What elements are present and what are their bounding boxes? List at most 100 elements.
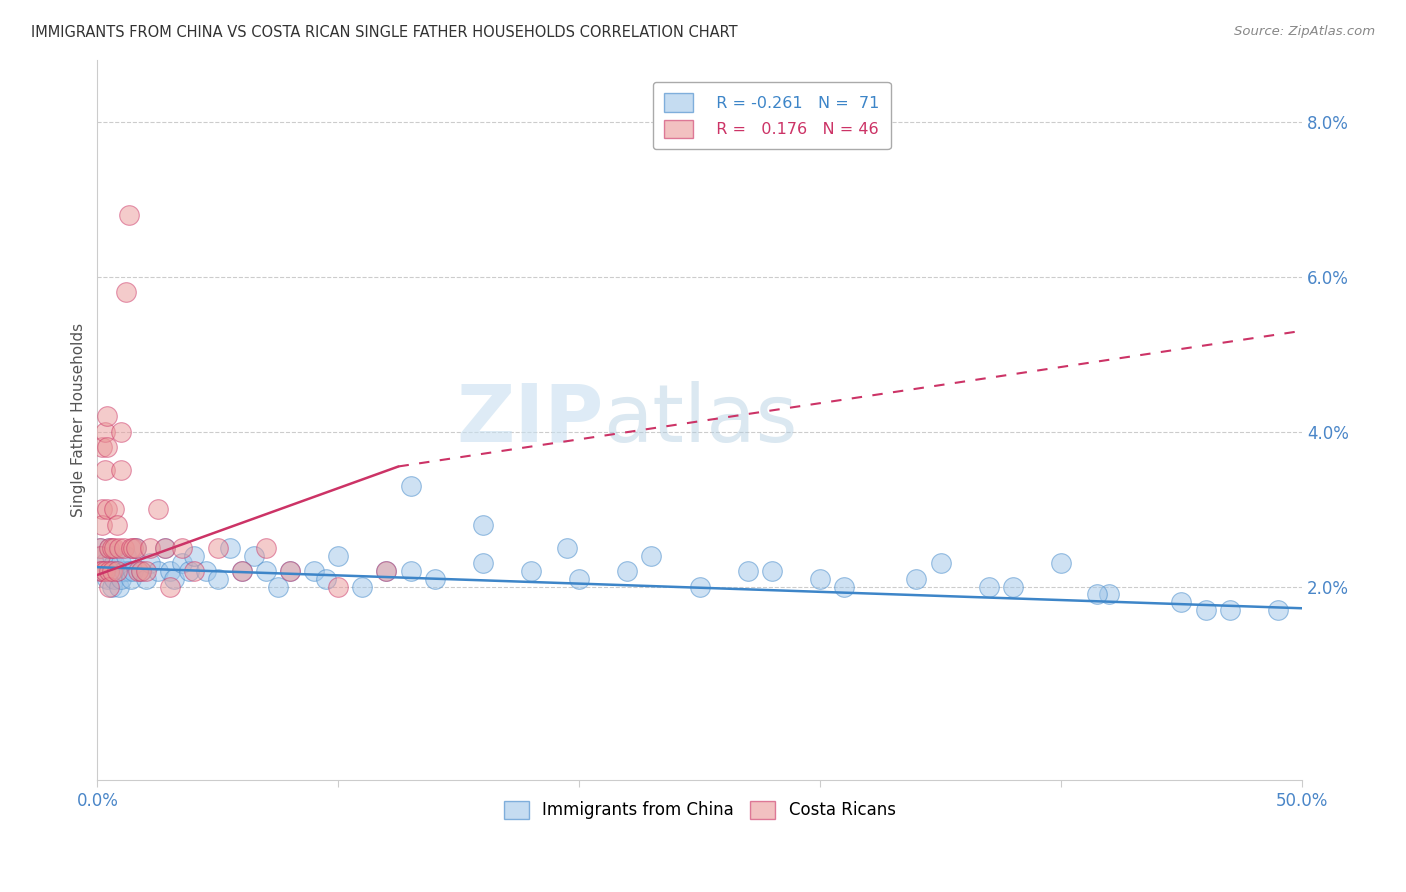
Point xyxy=(98,580,121,594)
Point xyxy=(218,541,240,555)
Point xyxy=(101,541,124,555)
Point xyxy=(89,549,111,563)
Legend: Immigrants from China, Costa Ricans: Immigrants from China, Costa Ricans xyxy=(496,794,903,826)
Point xyxy=(146,564,169,578)
Point xyxy=(640,549,662,563)
Point xyxy=(115,285,138,299)
Point xyxy=(120,541,142,555)
Point xyxy=(352,580,374,594)
Point xyxy=(159,564,181,578)
Point xyxy=(105,564,128,578)
Point xyxy=(98,541,121,555)
Point xyxy=(568,572,591,586)
Point xyxy=(231,564,253,578)
Point xyxy=(101,580,124,594)
Point xyxy=(103,572,125,586)
Point xyxy=(254,564,277,578)
Point xyxy=(153,541,176,555)
Point xyxy=(1001,580,1024,594)
Point xyxy=(118,208,141,222)
Point xyxy=(1085,587,1108,601)
Point xyxy=(139,557,162,571)
Point xyxy=(93,564,115,578)
Point xyxy=(105,564,128,578)
Y-axis label: Single Father Households: Single Father Households xyxy=(72,323,86,517)
Point xyxy=(929,557,952,571)
Point xyxy=(905,572,928,586)
Point xyxy=(375,564,398,578)
Point xyxy=(183,549,205,563)
Point xyxy=(108,580,131,594)
Point xyxy=(163,572,186,586)
Point xyxy=(108,541,131,555)
Point xyxy=(183,564,205,578)
Point xyxy=(194,564,217,578)
Point xyxy=(96,440,118,454)
Point xyxy=(302,564,325,578)
Point xyxy=(207,572,229,586)
Point xyxy=(127,564,149,578)
Point xyxy=(103,557,125,571)
Point xyxy=(98,564,121,578)
Point xyxy=(103,502,125,516)
Point xyxy=(207,541,229,555)
Point xyxy=(118,564,141,578)
Point xyxy=(101,564,124,578)
Point xyxy=(520,564,543,578)
Point xyxy=(1267,603,1289,617)
Point xyxy=(616,564,638,578)
Point xyxy=(110,425,132,439)
Point xyxy=(89,541,111,555)
Point xyxy=(112,564,135,578)
Point xyxy=(89,564,111,578)
Point xyxy=(91,549,114,563)
Point xyxy=(112,541,135,555)
Point xyxy=(91,502,114,516)
Point xyxy=(977,580,1000,594)
Point xyxy=(91,564,114,578)
Point xyxy=(93,564,115,578)
Point xyxy=(91,440,114,454)
Point xyxy=(1219,603,1241,617)
Point xyxy=(315,572,337,586)
Point xyxy=(135,572,157,586)
Point xyxy=(96,502,118,516)
Point xyxy=(91,517,114,532)
Point xyxy=(1098,587,1121,601)
Point xyxy=(153,541,176,555)
Point xyxy=(135,564,157,578)
Point xyxy=(170,541,193,555)
Text: ZIP: ZIP xyxy=(456,381,603,459)
Point xyxy=(110,557,132,571)
Point xyxy=(471,557,494,571)
Point xyxy=(399,479,422,493)
Point xyxy=(101,549,124,563)
Point xyxy=(761,564,783,578)
Point xyxy=(89,541,111,555)
Point xyxy=(103,541,125,555)
Point xyxy=(115,549,138,563)
Point xyxy=(122,564,145,578)
Point xyxy=(328,549,350,563)
Point xyxy=(471,517,494,532)
Point xyxy=(125,541,148,555)
Point xyxy=(254,541,277,555)
Point xyxy=(375,564,398,578)
Point xyxy=(737,564,759,578)
Point xyxy=(278,564,301,578)
Point xyxy=(120,572,142,586)
Point xyxy=(96,409,118,423)
Point xyxy=(231,564,253,578)
Point xyxy=(110,572,132,586)
Point xyxy=(177,564,200,578)
Point xyxy=(689,580,711,594)
Point xyxy=(399,564,422,578)
Point xyxy=(159,580,181,594)
Point xyxy=(1194,603,1216,617)
Point xyxy=(808,572,831,586)
Point xyxy=(125,541,148,555)
Point xyxy=(146,502,169,516)
Point xyxy=(832,580,855,594)
Point xyxy=(170,557,193,571)
Text: IMMIGRANTS FROM CHINA VS COSTA RICAN SINGLE FATHER HOUSEHOLDS CORRELATION CHART: IMMIGRANTS FROM CHINA VS COSTA RICAN SIN… xyxy=(31,25,738,40)
